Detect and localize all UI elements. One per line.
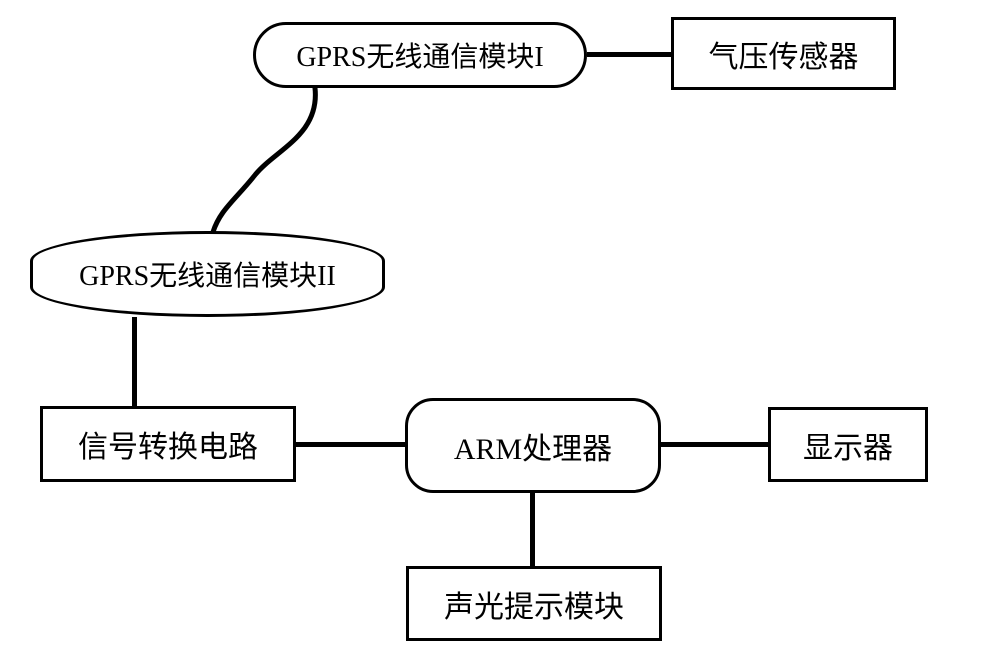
node-sensor-label: 气压传感器	[709, 32, 859, 76]
node-gprs1: GPRS无线通信模块I	[253, 22, 587, 88]
node-gprs2: GPRS无线通信模块II	[30, 231, 385, 317]
node-alert: 声光提示模块	[406, 566, 662, 641]
edge-gprs1-gprs2	[195, 80, 365, 240]
edge-signal-arm	[296, 442, 405, 447]
node-signal-label: 信号转换电路	[78, 422, 258, 466]
node-signal: 信号转换电路	[40, 406, 296, 482]
edge-gprs1-sensor	[587, 52, 671, 57]
edge-gprs2-signal	[132, 317, 137, 406]
node-arm-label: ARM处理器	[454, 424, 612, 468]
node-sensor: 气压传感器	[671, 17, 896, 90]
edge-arm-display	[661, 442, 768, 447]
node-gprs1-label: GPRS无线通信模块I	[296, 35, 543, 75]
node-display-label: 显示器	[803, 423, 893, 467]
node-alert-label: 声光提示模块	[444, 582, 624, 626]
edge-arm-alert	[530, 493, 535, 566]
node-arm: ARM处理器	[405, 398, 661, 493]
node-gprs2-label: GPRS无线通信模块II	[79, 254, 336, 294]
node-display: 显示器	[768, 407, 928, 482]
